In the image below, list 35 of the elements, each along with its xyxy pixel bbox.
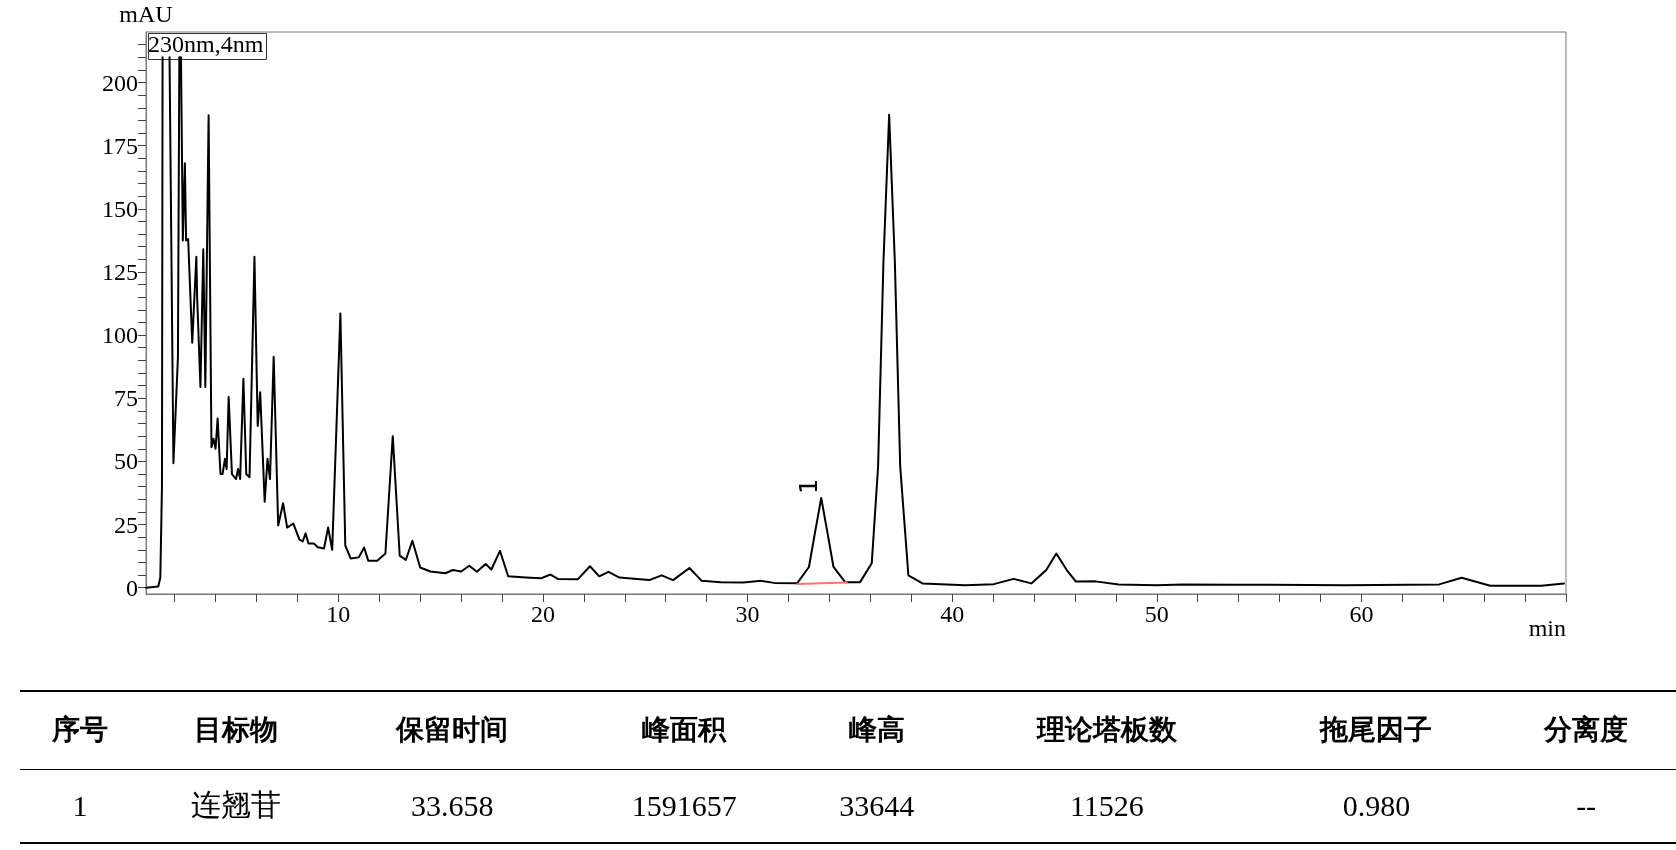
- text: 峰面积: [641, 712, 728, 749]
- x-tick-label: 60: [1349, 601, 1374, 627]
- text: 拖尾因子: [1318, 712, 1434, 749]
- annotation: 230nm,4nm: [148, 31, 264, 57]
- y-tick-label: 25: [114, 511, 138, 538]
- y-tick-label: 0: [126, 574, 138, 601]
- x-tick-label: 40: [940, 601, 965, 627]
- x-tick-label: 20: [530, 601, 555, 627]
- text: 保留时间: [394, 712, 510, 749]
- annotation: 1: [795, 478, 824, 495]
- y-tick-label: 75: [114, 385, 138, 412]
- y-tick-label: 150: [102, 195, 138, 222]
- text: 连翘苷: [190, 787, 283, 824]
- x-axis-title: min: [1528, 615, 1566, 641]
- text: 1: [71, 787, 89, 824]
- text: 理论塔板数: [1035, 712, 1178, 749]
- y-tick-label: 175: [102, 132, 138, 159]
- x-tick-label: 30: [735, 601, 760, 627]
- y-tick-label: 125: [102, 258, 138, 285]
- y-tick-label: 100: [102, 322, 138, 349]
- text: 33644: [838, 787, 916, 824]
- text: 1591657: [630, 787, 738, 824]
- text: 33.658: [409, 787, 495, 824]
- text: 11526: [1068, 787, 1145, 824]
- x-tick-label: 50: [1144, 601, 1169, 627]
- y-axis-title: mAU: [119, 1, 173, 27]
- text: 序号: [50, 712, 109, 749]
- text: 分离度: [1543, 712, 1630, 749]
- text: 0.980: [1341, 787, 1412, 824]
- y-tick-label: 50: [114, 448, 138, 475]
- text: 峰高: [847, 712, 906, 749]
- text: --: [1575, 787, 1598, 824]
- y-tick-label: 200: [102, 69, 138, 96]
- x-tick-label: 10: [326, 601, 351, 627]
- text: 目标物: [193, 712, 280, 749]
